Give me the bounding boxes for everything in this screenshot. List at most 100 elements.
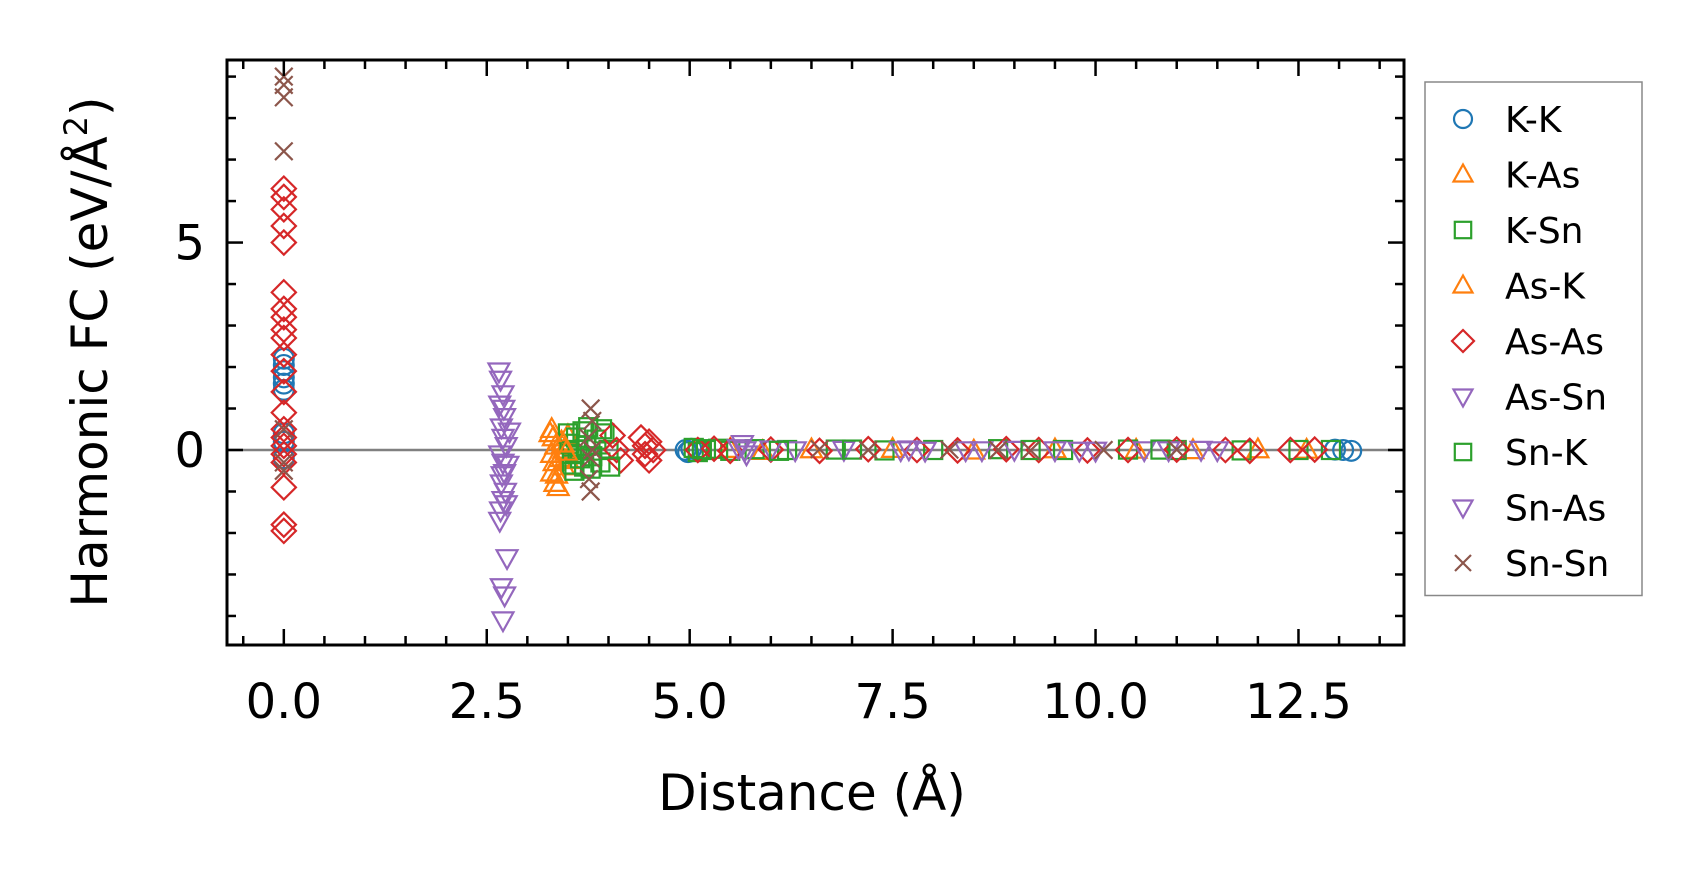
legend-label-k-sn: K-Sn (1505, 211, 1584, 252)
point-as-as-41 (1073, 436, 1102, 465)
legend-marker-sn-as (1451, 499, 1475, 520)
point-as-k-3 (553, 438, 579, 461)
point-as-as-38 (943, 436, 972, 465)
legend-marker-k-k (1452, 108, 1474, 130)
point-as-as-6 (270, 295, 298, 323)
point-as-as-47 (1301, 435, 1329, 464)
point-k-k-1 (272, 353, 295, 376)
point-as-as-21 (270, 517, 298, 545)
y-axis-label: Harmonic FC (eV/Å2) (57, 96, 119, 607)
legend-label-k-as: K-As (1505, 156, 1580, 197)
point-as-sn-20 (497, 422, 522, 445)
point-as-as-24 (607, 446, 635, 475)
point-k-sn-24 (874, 440, 895, 461)
y-axis-label-superscript: 2 (57, 116, 95, 136)
x-axis-label: Distance (Å) (658, 764, 966, 822)
point-sn-as-4 (896, 440, 922, 463)
point-as-sn-19 (490, 611, 516, 634)
point-as-sn-35 (1188, 440, 1214, 463)
point-k-as-22 (1245, 436, 1271, 459)
point-k-k-4 (272, 372, 295, 395)
point-as-sn-31 (1002, 440, 1027, 463)
plot-area (227, 67, 1404, 634)
series-as-k (537, 420, 579, 484)
point-k-as-5 (539, 459, 565, 482)
point-sn-k-0 (564, 460, 585, 481)
point-as-k-1 (544, 461, 569, 484)
point-sn-as-6 (1066, 441, 1092, 464)
point-sn-k-5 (768, 440, 790, 461)
point-sn-sn-17 (988, 440, 1008, 460)
point-sn-as-2 (493, 495, 519, 518)
point-k-sn-23 (825, 439, 846, 460)
point-as-as-16 (270, 432, 298, 460)
legend-marker-sn-sn (1454, 554, 1472, 572)
x-tick-label: 7.5 (854, 674, 930, 730)
point-sn-k-8 (1150, 439, 1171, 460)
point-as-sn-1 (488, 370, 513, 393)
data-layer (227, 67, 1404, 634)
y-axis-label-close: ) (61, 96, 119, 116)
point-as-as-20 (270, 511, 298, 539)
point-as-as-12 (270, 378, 298, 406)
axes: 0.0 2.5 5.0 7.5 10.0 12.5 0 5 (174, 58, 1406, 730)
point-sn-sn-4 (274, 419, 294, 439)
x-tick-label: 2.5 (449, 674, 525, 730)
point-sn-sn-10 (582, 440, 602, 460)
legend-label-sn-sn: Sn-Sn (1505, 544, 1609, 585)
legend-label-as-as: As-As (1505, 322, 1604, 363)
point-sn-as-1 (489, 466, 515, 489)
point-as-sn-18 (492, 586, 517, 609)
legend-label-as-sn: As-Sn (1505, 378, 1607, 419)
point-sn-k-4 (691, 439, 712, 460)
point-as-as-2 (270, 195, 298, 224)
point-as-k-2 (550, 430, 576, 453)
point-as-as-3 (270, 212, 298, 240)
point-as-sn-29 (912, 441, 938, 464)
legend-label-sn-as: Sn-As (1505, 489, 1606, 530)
point-as-sn-26 (782, 441, 808, 464)
point-as-sn-30 (953, 441, 978, 464)
point-as-sn-3 (487, 395, 513, 418)
point-as-as-1 (270, 183, 298, 211)
point-sn-sn-5 (274, 452, 294, 473)
point-sn-sn-16 (939, 440, 960, 460)
point-as-sn-16 (494, 549, 520, 572)
point-as-as-44 (1211, 436, 1240, 464)
point-sn-as-5 (969, 441, 995, 464)
point-sn-sn-15 (858, 440, 878, 460)
point-sn-sn-0 (274, 67, 294, 87)
point-as-as-17 (270, 440, 298, 468)
x-tick-label: 0.0 (246, 674, 322, 730)
point-as-as-7 (270, 303, 298, 331)
point-sn-sn-13 (581, 481, 601, 502)
point-as-as-39 (992, 435, 1020, 463)
series-as-as (270, 174, 1329, 545)
point-as-as-9 (270, 324, 298, 352)
legend-label-as-k: As-K (1505, 267, 1586, 308)
point-k-sn-31 (1288, 439, 1309, 461)
point-as-sn-15 (487, 511, 513, 534)
point-as-as-35 (805, 437, 834, 465)
point-as-as-23 (602, 436, 631, 464)
point-as-as-46 (1276, 436, 1305, 464)
point-sn-sn-11 (581, 448, 601, 468)
plot-frame (225, 58, 1406, 647)
legend-marker-as-as (1450, 328, 1476, 354)
point-k-sn-32 (1320, 439, 1342, 461)
series-sn-as (489, 399, 1181, 518)
point-as-as-10 (270, 340, 298, 369)
x-tick-label: 12.5 (1245, 674, 1352, 730)
point-k-sn-14 (594, 423, 615, 444)
series-sn-sn (274, 67, 1187, 502)
y-tick-label: 0 (174, 423, 205, 479)
y-axis-label-main: Harmonic FC (eV/Å (61, 136, 119, 607)
point-sn-sn-20 (1167, 440, 1187, 460)
point-k-sn-25 (923, 439, 944, 461)
point-as-sn-36 (1204, 441, 1230, 464)
x-tick-label: 10.0 (1042, 674, 1149, 730)
point-as-as-22 (598, 421, 627, 450)
y-tick-label: 5 (174, 216, 205, 272)
legend: K-K K-As K-Sn As-K As-As As-Sn Sn-K Sn-As Sn-Sn (1424, 81, 1643, 597)
